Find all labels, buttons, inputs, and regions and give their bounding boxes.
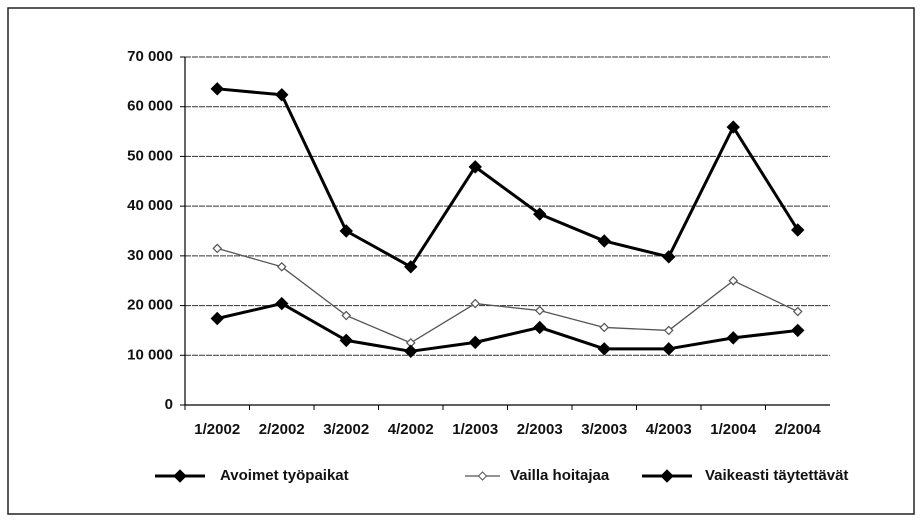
y-tick-label: 40 000	[127, 197, 173, 214]
x-tick-label: 3/2003	[581, 421, 627, 438]
marker	[276, 261, 287, 272]
legend-label: Vaikeasti täytettävät	[705, 467, 848, 484]
marker	[404, 344, 418, 359]
y-tick-label: 20 000	[127, 297, 173, 314]
frame	[7, 7, 915, 515]
marker	[791, 223, 805, 237]
series-line	[217, 87, 800, 269]
x-tick-label: 1/2004	[710, 421, 757, 438]
marker	[341, 310, 352, 321]
marker	[210, 311, 224, 326]
marker	[663, 325, 674, 336]
x-tick-label: 3/2002	[323, 421, 369, 438]
legend-label: Avoimet työpaikat	[220, 467, 349, 484]
marker	[275, 296, 289, 311]
legend-marker	[477, 471, 488, 481]
legend-label: Vailla hoitajaa	[510, 467, 610, 484]
marker	[212, 243, 223, 254]
x-tick-label: 2/2004	[775, 421, 822, 438]
marker	[534, 305, 545, 316]
y-tick-label: 60 000	[127, 98, 173, 115]
marker	[728, 275, 739, 286]
y-tick-label: 30 000	[127, 247, 173, 264]
marker	[599, 322, 610, 333]
x-tick-label: 1/2002	[194, 421, 240, 438]
x-tick-label: 2/2002	[259, 421, 305, 438]
series-line	[217, 247, 799, 344]
marker	[662, 250, 676, 264]
legend-marker	[660, 469, 674, 483]
marker	[597, 234, 611, 248]
marker	[339, 333, 353, 348]
marker	[791, 323, 805, 338]
x-tick-label: 4/2002	[388, 421, 434, 438]
series-line	[216, 302, 798, 353]
marker	[404, 260, 418, 274]
marker	[662, 342, 676, 356]
y-tick-label: 10 000	[127, 346, 173, 363]
legend-marker	[173, 469, 187, 483]
marker	[210, 82, 224, 96]
x-tick-label: 2/2003	[517, 421, 563, 438]
marker	[470, 298, 481, 309]
y-tick-label: 70 000	[127, 48, 173, 65]
marker	[597, 342, 611, 356]
y-tick-label: 50 000	[127, 147, 173, 164]
marker	[468, 335, 482, 350]
marker	[726, 331, 740, 345]
marker	[726, 120, 740, 134]
marker	[339, 224, 353, 238]
x-tick-label: 1/2003	[452, 421, 498, 438]
marker	[275, 88, 289, 102]
y-tick-label: 0	[165, 396, 173, 413]
marker	[792, 306, 803, 317]
marker	[533, 207, 547, 221]
marker	[533, 320, 547, 335]
marker	[468, 160, 482, 174]
x-tick-label: 4/2003	[646, 421, 692, 438]
